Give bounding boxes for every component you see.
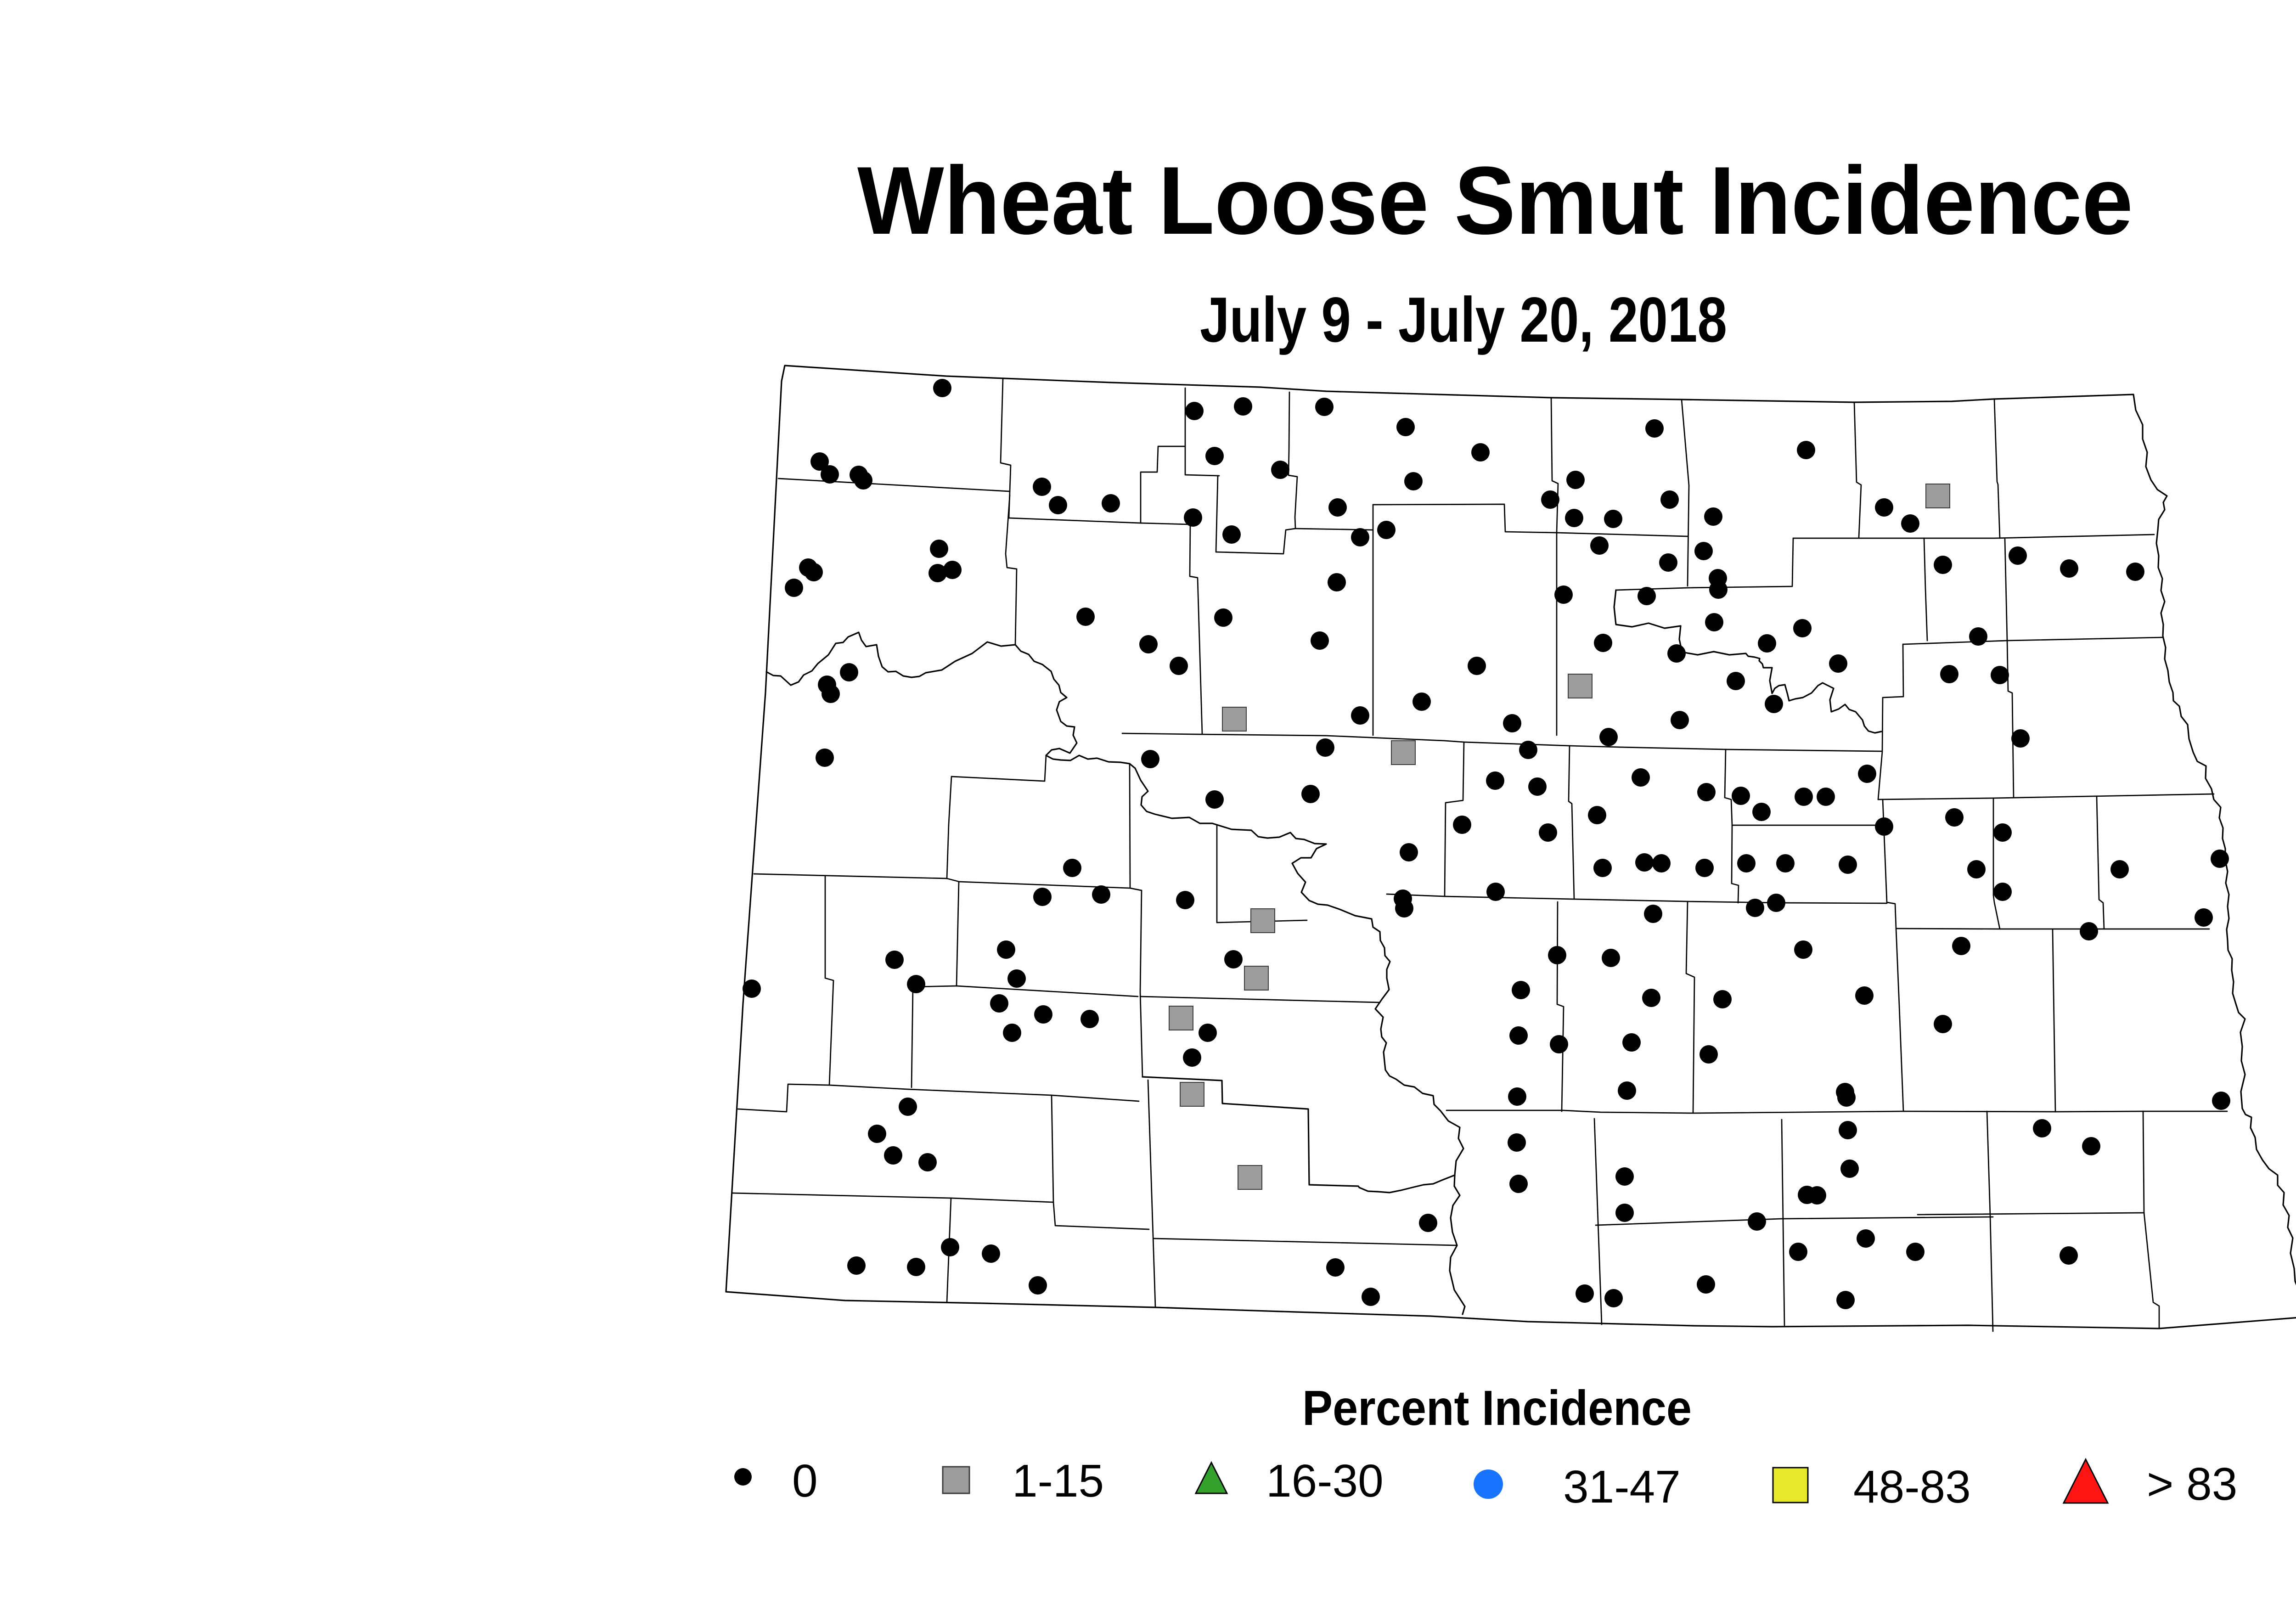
svg-text:> 83: > 83	[2147, 1458, 2237, 1510]
svg-text:16-30: 16-30	[1266, 1455, 1384, 1507]
svg-text:0: 0	[792, 1455, 818, 1507]
svg-text:31-47: 31-47	[1563, 1461, 1681, 1513]
svg-text:1-15: 1-15	[1012, 1455, 1104, 1507]
svg-text:48-83: 48-83	[1853, 1461, 1971, 1513]
svg-text:Wheat Loose Smut Incidence: Wheat Loose Smut Incidence	[857, 146, 2133, 254]
svg-text:Percent Incidence: Percent Incidence	[1302, 1380, 1692, 1435]
svg-text:July 9 - July 20, 2018: July 9 - July 20, 2018	[1200, 284, 1727, 355]
